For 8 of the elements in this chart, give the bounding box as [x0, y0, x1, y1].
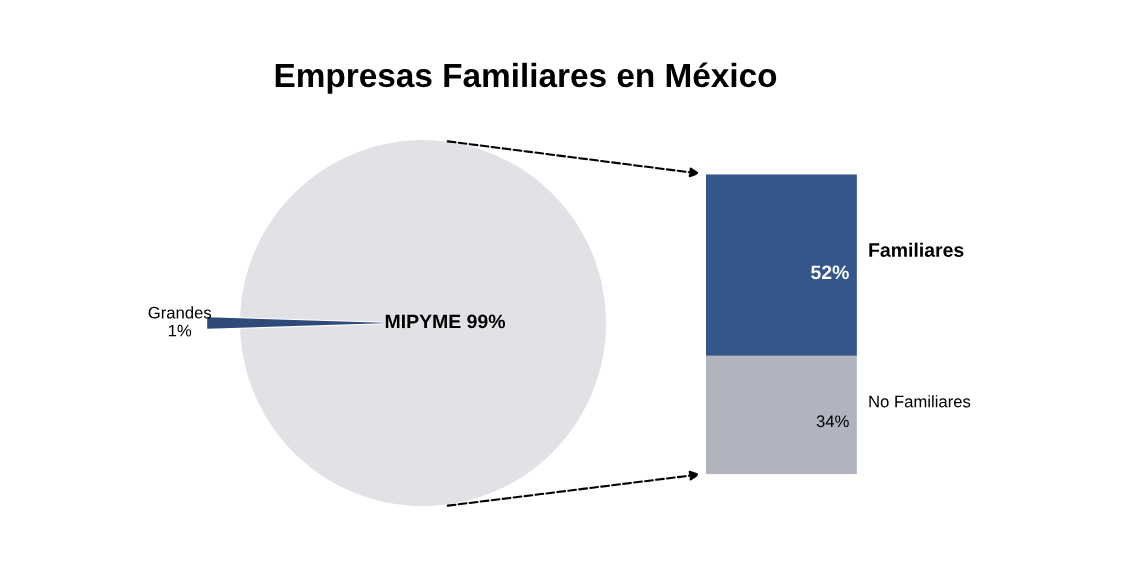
series-label: Familiares	[869, 242, 964, 257]
data-label: 52%	[811, 265, 849, 280]
chart-title: Empresas Familiares en México	[275, 62, 777, 94]
series-label: No Familiares	[869, 395, 971, 408]
slice-label: Grandes	[148, 306, 212, 319]
slice-label: MIPYME 99%	[385, 314, 506, 329]
data-label: 34%	[816, 415, 849, 428]
data-label: 1%	[168, 324, 192, 337]
